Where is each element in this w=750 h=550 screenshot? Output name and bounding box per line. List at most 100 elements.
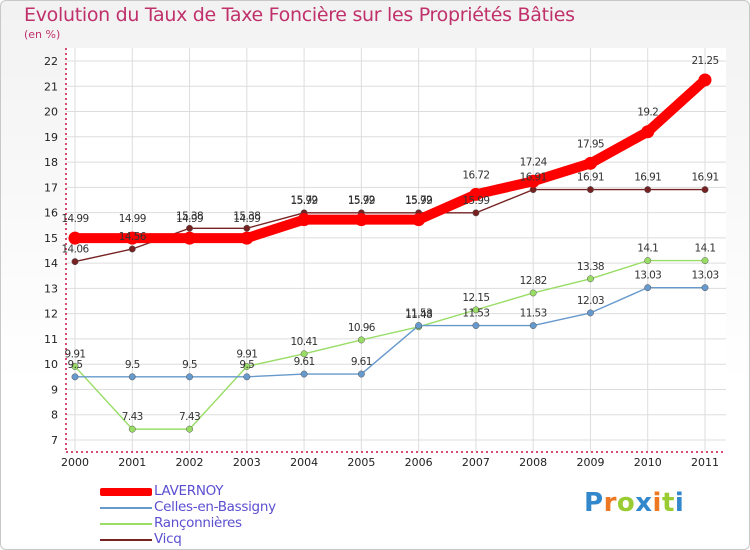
data-label: 15.38	[176, 210, 203, 222]
data-point	[644, 284, 652, 292]
x-tick-label: 2009	[576, 456, 604, 469]
data-point	[243, 363, 251, 370]
logo-letter: P	[584, 488, 604, 518]
data-label: 15.99	[462, 195, 489, 207]
data-label: 14.1	[637, 243, 658, 255]
data-label: 17.24	[520, 156, 548, 168]
data-point	[529, 322, 537, 329]
data-point	[472, 322, 480, 329]
x-tick-label: 2003	[233, 456, 261, 469]
data-label: 13.03	[634, 270, 661, 282]
data-point	[300, 370, 308, 378]
data-label: 15.38	[233, 210, 260, 222]
x-tick-label: 2005	[347, 456, 375, 469]
y-tick-label: 17	[44, 181, 58, 194]
x-tick-label: 2001	[118, 456, 146, 469]
data-point	[701, 186, 709, 194]
data-label: 21.25	[691, 55, 718, 67]
data-label: 11.53	[520, 308, 547, 320]
data-point	[587, 309, 594, 317]
chart-subtitle: (en %)	[24, 28, 61, 41]
data-point	[128, 245, 136, 253]
chart-title: Evolution du Taux de Taxe Foncière sur l…	[24, 4, 575, 26]
y-tick-label: 11	[44, 333, 58, 346]
logo-letter: r	[603, 488, 617, 518]
data-label: 15.72	[291, 195, 318, 207]
proxiti-logo: Proxiti	[584, 488, 684, 518]
legend-swatch	[100, 523, 152, 525]
data-point	[469, 187, 483, 201]
y-tick-label: 21	[44, 80, 58, 93]
data-label: 15.99	[405, 195, 432, 207]
x-tick-label: 2010	[634, 456, 662, 469]
data-point	[128, 373, 136, 381]
data-label: 9.91	[236, 348, 257, 360]
data-point	[186, 425, 193, 433]
y-tick-label: 9	[51, 383, 58, 396]
data-point	[529, 289, 537, 297]
y-tick-label: 7	[51, 434, 58, 447]
legend-label: LAVERNOY	[154, 483, 224, 499]
y-tick-label: 18	[44, 156, 58, 169]
data-point	[183, 231, 197, 245]
logo-letter: i	[652, 488, 662, 518]
legend-label: Celles-en-Bassigny	[154, 499, 276, 515]
legend-label: Vicq	[154, 531, 182, 547]
x-tick-label: 2008	[519, 456, 547, 469]
x-tick-label: 2011	[691, 456, 719, 469]
logo-letter: o	[616, 488, 636, 518]
data-label: 15.72	[348, 195, 375, 207]
x-tick-label: 2000	[61, 456, 89, 469]
y-tick-label: 8	[51, 409, 58, 422]
data-label: 11.48	[405, 309, 432, 321]
logo-letter: i	[674, 488, 685, 518]
data-label: 9.5	[239, 359, 254, 371]
data-point	[128, 425, 136, 433]
data-label: 11.53	[405, 308, 432, 320]
data-label: 14.56	[119, 231, 147, 243]
data-label: 12.03	[577, 295, 604, 307]
data-label: 9.91	[65, 348, 86, 360]
y-tick-label: 14	[44, 257, 58, 270]
series-line-vicq	[74, 188, 706, 263]
x-tick-label: 2002	[176, 456, 204, 469]
y-tick-label: 15	[44, 232, 58, 245]
data-point	[526, 174, 540, 188]
data-label: 16.91	[520, 172, 547, 184]
data-label: 12.15	[462, 292, 489, 304]
data-label: 14.06	[61, 244, 89, 256]
data-point	[357, 336, 365, 344]
y-tick-label: 22	[44, 55, 58, 68]
data-label: 9.5	[182, 359, 197, 371]
data-label: 7.43	[179, 411, 200, 423]
plot-area	[66, 48, 726, 452]
logo-letter: x	[635, 488, 653, 518]
data-point	[587, 186, 594, 194]
data-point	[644, 186, 652, 194]
data-label: 14.99	[61, 213, 88, 225]
data-point	[472, 209, 480, 217]
legend-swatch	[100, 539, 152, 541]
line-chart: 7 8 9 10 11 12 13 14 15 16 17 18 19 20 21 22 2000 2001 200…	[44, 48, 726, 469]
data-label: 14.99	[233, 213, 260, 225]
y-tick-label: 20	[44, 106, 58, 119]
series-line-ranconnieres	[74, 259, 706, 430]
data-label: 17.95	[577, 138, 604, 150]
data-point	[701, 257, 709, 265]
data-label: 15.72	[405, 195, 432, 207]
data-point	[71, 363, 79, 370]
data-point	[472, 306, 480, 314]
data-point	[71, 258, 79, 266]
x-tick-label: 2007	[462, 456, 490, 469]
data-label: 16.91	[691, 172, 718, 184]
data-point	[243, 224, 251, 232]
data-label: 9.5	[125, 359, 140, 371]
data-point	[300, 350, 308, 358]
data-point	[68, 231, 82, 245]
data-point	[186, 224, 193, 232]
data-label: 14.99	[119, 213, 146, 225]
data-label: 19.2	[637, 107, 658, 119]
data-label: 16.72	[462, 169, 489, 181]
data-label: 15.99	[348, 195, 375, 207]
y-tick-label: 12	[44, 308, 58, 321]
